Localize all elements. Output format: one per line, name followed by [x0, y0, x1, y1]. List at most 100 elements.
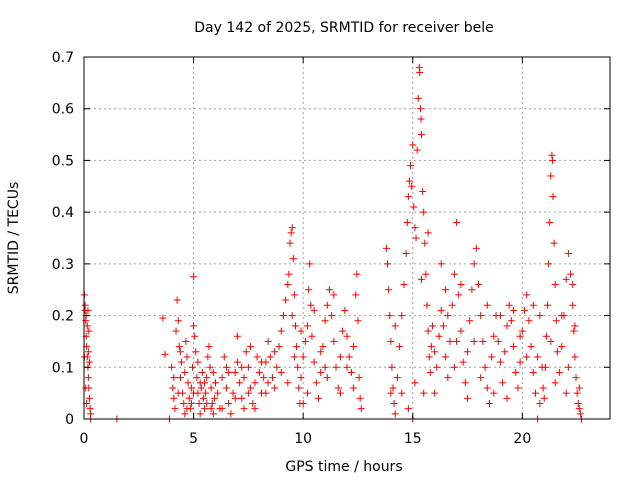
data-point	[523, 291, 531, 299]
data-point	[180, 399, 188, 407]
data-point	[336, 389, 344, 397]
data-point	[431, 389, 439, 397]
y-tick-label: 0.4	[52, 205, 74, 221]
data-point	[297, 327, 305, 335]
data-point	[510, 343, 518, 351]
x-tick-labels: 0 5 10 15 20	[80, 431, 532, 447]
data-point	[185, 394, 193, 402]
data-point	[305, 286, 313, 294]
data-point	[299, 399, 307, 407]
data-point	[544, 301, 552, 309]
data-point	[199, 394, 207, 402]
data-point	[402, 250, 410, 258]
data-point	[332, 363, 340, 371]
data-point	[457, 281, 465, 289]
data-point	[206, 363, 214, 371]
data-point	[325, 286, 333, 294]
data-point	[468, 286, 476, 294]
data-point	[84, 348, 92, 356]
data-point	[84, 306, 92, 314]
data-point	[174, 389, 182, 397]
data-point	[209, 368, 217, 376]
data-point	[518, 327, 526, 335]
data-point	[490, 389, 498, 397]
data-point	[323, 374, 331, 382]
data-point	[407, 162, 415, 170]
data-point	[201, 405, 209, 413]
data-point	[194, 358, 202, 366]
data-point	[85, 394, 93, 402]
data-point	[433, 363, 441, 371]
data-point	[411, 224, 419, 232]
data-point	[416, 105, 424, 113]
data-point	[400, 281, 408, 289]
y-tick-label: 0.1	[52, 360, 74, 376]
data-point	[190, 273, 198, 281]
data-point	[251, 379, 259, 387]
data-point	[525, 317, 533, 325]
data-point	[393, 374, 401, 382]
data-point	[570, 327, 578, 335]
data-point	[304, 389, 312, 397]
data-point	[184, 379, 192, 387]
data-point	[564, 250, 572, 258]
data-point	[503, 322, 511, 330]
data-point	[339, 327, 347, 335]
data-point	[564, 363, 572, 371]
data-point	[290, 291, 298, 299]
data-point	[188, 363, 196, 371]
data-point	[258, 358, 266, 366]
data-point	[277, 327, 285, 335]
data-point	[279, 312, 287, 320]
data-point	[424, 229, 432, 237]
data-point	[442, 286, 450, 294]
data-point	[410, 203, 418, 211]
data-point	[174, 317, 182, 325]
data-point	[227, 410, 235, 418]
data-point	[496, 312, 504, 320]
data-point	[266, 353, 274, 361]
data-point	[453, 218, 461, 226]
y-tick-label: 0.7	[52, 50, 74, 66]
data-point	[389, 384, 397, 392]
data-point	[470, 260, 478, 268]
data-point	[345, 353, 353, 361]
data-point	[182, 337, 190, 345]
data-point	[285, 270, 293, 278]
data-point	[196, 379, 204, 387]
data-point	[193, 374, 201, 382]
data-point	[229, 389, 237, 397]
y-tick-label: 0.6	[52, 102, 74, 118]
data-point	[306, 260, 314, 268]
data-point	[330, 291, 338, 299]
data-point	[512, 368, 520, 376]
data-point	[483, 384, 491, 392]
data-point	[483, 301, 491, 309]
data-point	[315, 394, 323, 402]
data-point	[408, 182, 416, 190]
data-point	[457, 327, 465, 335]
y-tick-label: 0.5	[52, 153, 74, 169]
data-point	[222, 384, 230, 392]
data-point	[382, 244, 390, 252]
data-point	[417, 115, 425, 123]
data-point	[453, 337, 461, 345]
y-tick-label: 0.2	[52, 309, 74, 325]
data-point	[542, 332, 550, 340]
data-point	[299, 353, 307, 361]
data-point	[175, 343, 183, 351]
data-point	[496, 358, 504, 366]
data-point	[531, 389, 539, 397]
data-point	[288, 312, 296, 320]
data-point	[317, 348, 325, 356]
data-point	[204, 353, 212, 361]
data-point	[574, 399, 582, 407]
data-point	[516, 332, 524, 340]
data-point	[295, 384, 303, 392]
data-point	[529, 368, 537, 376]
data-point	[343, 363, 351, 371]
data-point	[551, 379, 559, 387]
data-point	[209, 410, 217, 418]
data-point	[567, 270, 575, 278]
data-point	[294, 363, 302, 371]
